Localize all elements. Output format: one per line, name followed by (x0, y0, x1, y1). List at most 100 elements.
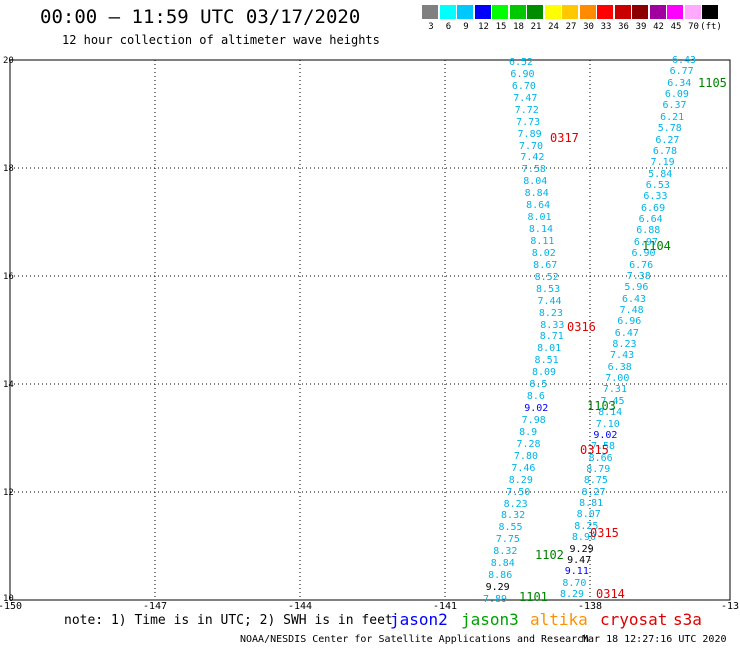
wave-height-value: 8.01 (537, 343, 562, 355)
longitude-label: -144 (287, 601, 313, 612)
scale-label: 3 (428, 22, 434, 32)
wave-height-value: 6.52 (509, 57, 534, 68)
legend-altika: altika (530, 610, 588, 629)
wave-height-value: 7.31 (602, 384, 627, 396)
wave-height-value: 8.01 (527, 212, 552, 224)
wave-height-value: 7.47 (513, 92, 538, 104)
wave-height-value: 8.32 (501, 510, 526, 522)
scale-swatch (492, 5, 508, 19)
wave-height-value: 7.73 (516, 116, 541, 128)
wave-height-value: 6.33 (643, 191, 668, 203)
wave-height-value: 7.28 (516, 438, 541, 450)
wave-height-value: 6.27 (655, 134, 680, 146)
scale-label: 45 (670, 22, 682, 32)
scale-swatch (457, 5, 473, 19)
wave-height-value: 6.47 (614, 327, 639, 339)
scale-swatch (527, 5, 543, 19)
scale-label: 6 (445, 22, 452, 32)
longitude-label: -147 (142, 601, 168, 612)
wave-height-value: 7.58 (590, 441, 616, 453)
time-tag: 1105 (698, 76, 727, 90)
wave-height-value: 8.6 (526, 391, 545, 403)
wave-height-value: 8.9 (519, 426, 538, 438)
wave-height-value: 8.66 (588, 452, 613, 464)
wave-height-value: 7.00 (605, 373, 630, 385)
wave-height-value: 8.90 (571, 532, 596, 544)
wave-height-value: 5.96 (624, 282, 649, 294)
scale-swatch (649, 5, 666, 19)
wave-height-value: 6.21 (660, 111, 685, 123)
latitude-label: 16 (3, 272, 14, 282)
wave-height-value: 7.19 (650, 157, 675, 169)
time-tag: 0316 (567, 320, 596, 334)
wave-height-value: 8.70 (562, 577, 587, 589)
latitude-label: 12 (3, 488, 14, 498)
wave-height-value: 6.43 (621, 293, 647, 305)
time-tag: 0317 (550, 131, 579, 145)
scale-label: 18 (513, 22, 524, 32)
time-tag: 1103 (587, 399, 616, 413)
wave-height-value: 6.37 (662, 100, 687, 112)
wave-height-value: 8.09 (531, 367, 557, 379)
wave-height-value: 7.72 (514, 104, 539, 116)
wave-height-value: 8.84 (490, 558, 515, 570)
wave-height-value: 8.5 (529, 379, 548, 391)
wave-height-value: 8.23 (503, 498, 528, 510)
wave-height-value: 9.29 (569, 543, 594, 555)
wave-height-value: 6.78 (652, 145, 678, 157)
time-tag: 0315 (580, 443, 609, 457)
wave-height-value: 6.09 (664, 89, 689, 101)
time-tag: 1102 (535, 548, 564, 562)
scale-swatch (422, 5, 438, 19)
wave-height-value: 8.75 (583, 475, 608, 487)
legend-jason2: jason2 (390, 610, 448, 629)
footer-credit: NOAA/NESDIS Center for Satellite Applica… (240, 634, 590, 645)
scale-label: 9 (463, 22, 469, 32)
scale-label: 27 (565, 22, 577, 32)
wave-height-value: 6.97 (633, 236, 658, 248)
scale-swatch (439, 5, 456, 19)
wave-height-value: 9.11 (564, 566, 589, 578)
latitude-label: 20 (3, 56, 14, 66)
scale-swatch (667, 5, 683, 19)
wave-height-value: 8.29 (560, 589, 585, 600)
wave-height-value: 7.75 (495, 534, 520, 546)
wave-height-value: 6.69 (641, 202, 666, 214)
wave-height-value: 8.71 (539, 331, 564, 343)
wave-height-value: 8.81 (579, 498, 604, 510)
wave-height-value: 8.02 (531, 247, 556, 259)
wave-height-value: 6.90 (510, 68, 535, 80)
wave-height-value: 8.23 (538, 307, 563, 319)
wave-height-value: 7.38 (626, 270, 651, 282)
footer-timestamp: Mar 18 12:27:16 UTC 2020 (582, 634, 727, 645)
wave-height-value: 7.58 (521, 164, 546, 176)
scale-label: 39 (635, 22, 647, 32)
longitude-label: -138 (577, 601, 603, 612)
wave-height-value: 8.55 (498, 522, 523, 534)
wave-height-value: 7.42 (520, 152, 545, 164)
time-tag: 0314 (596, 587, 625, 601)
wave-height-value: 7.48 (619, 304, 644, 316)
wave-height-value: 8.52 (534, 271, 559, 283)
wave-height-value: 8.86 (488, 570, 513, 582)
wave-height-value: 6.88 (636, 225, 661, 237)
wave-height-value: 8.11 (530, 236, 555, 247)
time-tag: 1104 (642, 239, 671, 253)
time-tag: 0315 (590, 526, 619, 540)
scale-label: (ft) (700, 22, 722, 32)
units-note: note: 1) Time is in UTC; 2) SWH is in fe… (64, 613, 393, 628)
wave-height-value: 7.45 (600, 395, 625, 407)
wave-height-value: 8.51 (534, 355, 559, 367)
longitude-label: -150 (0, 601, 23, 612)
wave-height-value: 6.53 (645, 179, 670, 191)
wave-height-value: 7.80 (513, 450, 539, 462)
scale-label: 33 (600, 22, 612, 32)
scale-swatch (474, 5, 491, 19)
wave-height-value: 8.14 (598, 407, 623, 419)
wave-height-value: 7.43 (610, 350, 635, 362)
scale-label: 24 (548, 22, 559, 32)
legend-jason3: jason3 (461, 610, 519, 629)
wave-height-value: 7.44 (537, 295, 562, 307)
